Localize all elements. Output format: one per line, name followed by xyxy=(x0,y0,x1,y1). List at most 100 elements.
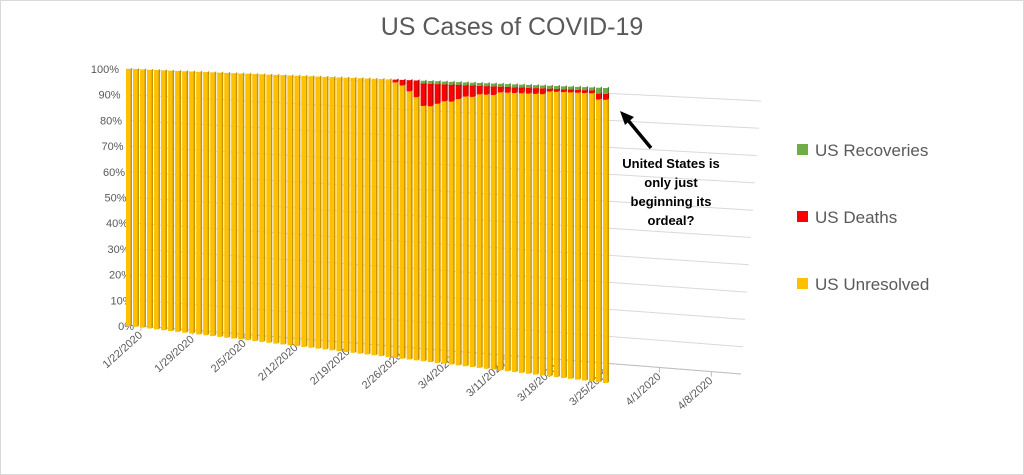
bar-unresolved-side xyxy=(228,71,231,338)
bar-recoveries xyxy=(490,83,496,87)
bar-deaths xyxy=(497,86,503,93)
bar-deaths xyxy=(399,79,404,86)
y-tick-label: 20% xyxy=(109,270,131,282)
bar-recoveries-side xyxy=(579,85,581,90)
bar-recoveries xyxy=(441,81,447,85)
bar-deaths-side xyxy=(579,88,581,93)
bar-unresolved-side xyxy=(130,67,132,327)
bar-unresolved xyxy=(231,73,236,339)
bar-deaths-side xyxy=(418,79,420,98)
bar-unresolved xyxy=(462,96,468,367)
bar-recoveries xyxy=(497,83,503,87)
bar-unresolved xyxy=(259,74,264,342)
bar-deaths-side xyxy=(410,78,413,92)
annotation-line: ordeal? xyxy=(647,213,695,228)
bar-unresolved-side xyxy=(361,77,364,354)
bar-unresolved-side xyxy=(460,97,462,366)
legend-item-deaths: US Deaths xyxy=(797,208,897,228)
bar-deaths-side xyxy=(467,84,469,97)
bar-unresolved-side xyxy=(516,91,518,373)
bar-recoveries-side xyxy=(502,82,504,87)
bar-columns xyxy=(126,67,609,384)
bar-unresolved-side xyxy=(488,93,490,369)
bar-deaths xyxy=(588,90,594,94)
annotation-line: only just xyxy=(644,175,698,190)
bar-unresolved xyxy=(364,78,369,355)
bar-recoveries xyxy=(574,86,580,90)
bar-deaths xyxy=(392,79,397,83)
y-tick-label: 50% xyxy=(104,193,126,205)
bar-unresolved xyxy=(287,75,292,346)
bar-unresolved xyxy=(182,71,187,333)
bar-unresolved-side xyxy=(214,71,217,337)
bar-unresolved xyxy=(399,85,404,359)
bar-recoveries xyxy=(448,81,454,85)
bar-recoveries-side xyxy=(509,82,511,87)
bar-recoveries xyxy=(581,87,587,91)
bar-deaths xyxy=(406,80,411,92)
bar-deaths xyxy=(483,86,489,95)
bar-unresolved xyxy=(252,74,257,342)
bar-deaths-side xyxy=(439,82,441,104)
bar-recoveries xyxy=(469,82,475,86)
bar-recoveries xyxy=(420,80,426,84)
bar-deaths-side xyxy=(432,82,434,107)
bar-unresolved xyxy=(525,93,531,374)
bar-unresolved xyxy=(546,91,552,377)
bar-deaths xyxy=(504,86,510,93)
bar-recoveries-side xyxy=(516,83,518,88)
y-tick-label: 80% xyxy=(100,115,122,127)
bar-unresolved xyxy=(210,72,215,337)
bar-unresolved xyxy=(588,93,594,382)
bar-unresolved xyxy=(532,93,538,375)
bar-unresolved-side xyxy=(200,70,203,335)
bar-unresolved-side xyxy=(165,69,168,331)
bar-deaths xyxy=(462,85,468,97)
bar-deaths xyxy=(413,80,419,98)
bar-deaths xyxy=(476,85,482,95)
bar-unresolved xyxy=(126,69,131,326)
bar-unresolved xyxy=(238,73,243,340)
bar-deaths xyxy=(595,93,601,100)
bar-deaths xyxy=(518,87,524,94)
bar-deaths-side xyxy=(551,87,553,92)
bar-recoveries-side xyxy=(425,79,427,84)
bar-recoveries-side xyxy=(551,84,553,89)
bar-unresolved xyxy=(133,69,138,327)
bar-deaths xyxy=(546,88,552,92)
bar-unresolved xyxy=(427,106,433,363)
bar-unresolved-side xyxy=(425,104,427,362)
bar-recoveries-side xyxy=(572,85,574,90)
bar-recoveries-side xyxy=(481,81,483,86)
bar-unresolved-side xyxy=(544,92,546,376)
y-tick-label: 60% xyxy=(103,167,125,179)
y-tick-label: 70% xyxy=(101,141,123,153)
bar-recoveries-side xyxy=(474,81,476,86)
legend-swatch-recoveries xyxy=(797,144,808,155)
bar-unresolved-side xyxy=(403,84,406,359)
bar-deaths xyxy=(434,84,440,104)
bar-unresolved-side xyxy=(537,92,539,375)
arrow-head xyxy=(620,111,634,125)
bar-recoveries xyxy=(567,86,573,90)
bar-unresolved xyxy=(518,93,524,373)
bar-unresolved xyxy=(147,69,152,329)
legend-label-deaths: US Deaths xyxy=(815,208,898,227)
bar-unresolved xyxy=(483,94,489,369)
bar-recoveries-side xyxy=(593,86,595,91)
bar-deaths xyxy=(490,86,496,95)
bar-deaths xyxy=(553,88,559,92)
legend-item-recoveries: US Recoveries xyxy=(797,141,928,161)
bar-unresolved-side xyxy=(354,76,357,353)
y-tick-label: 30% xyxy=(107,244,129,256)
bar-recoveries xyxy=(518,84,524,88)
bar-unresolved-side xyxy=(607,98,609,383)
arrow-shaft xyxy=(625,117,653,150)
bar-recoveries xyxy=(525,84,531,88)
bar-unresolved xyxy=(266,74,271,343)
bar-recoveries-side xyxy=(467,81,469,86)
bar-recoveries-side xyxy=(607,86,609,94)
bar-unresolved-side xyxy=(312,75,315,348)
bar-unresolved-side xyxy=(305,74,308,347)
bar-unresolved-side xyxy=(474,95,476,368)
